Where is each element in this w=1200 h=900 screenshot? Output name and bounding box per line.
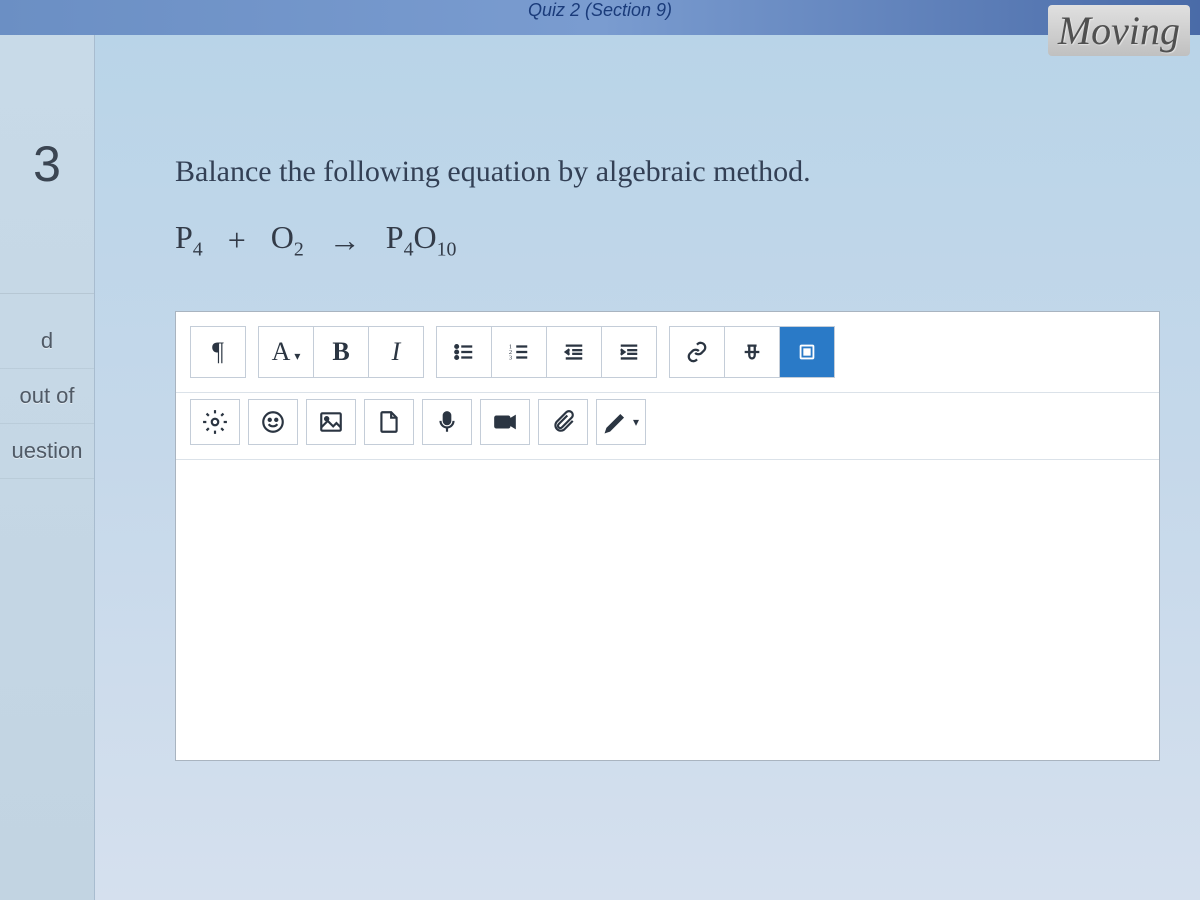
attachment-icon bbox=[550, 409, 576, 435]
video-button[interactable] bbox=[480, 399, 530, 445]
question-number: 3 bbox=[0, 135, 94, 193]
microphone-button[interactable] bbox=[422, 399, 472, 445]
camera-icon bbox=[492, 409, 518, 435]
flag-question-link[interactable]: uestion bbox=[0, 424, 94, 479]
unordered-list-button[interactable] bbox=[436, 326, 492, 378]
settings-button[interactable] bbox=[190, 399, 240, 445]
breadcrumb-bar: Quiz 2 (Section 9) bbox=[0, 0, 1200, 35]
font-letter-icon: A▾ bbox=[272, 337, 301, 367]
bold-button[interactable]: B bbox=[313, 326, 369, 378]
arrow-sign: → bbox=[329, 222, 361, 259]
equation-display: P4 + O2 → P4O10 bbox=[175, 219, 1160, 261]
image-icon bbox=[318, 409, 344, 435]
gear-icon bbox=[202, 409, 228, 435]
numbered-list-icon: 123 bbox=[508, 341, 530, 363]
file-icon bbox=[376, 409, 402, 435]
ordered-list-button[interactable]: 123 bbox=[491, 326, 547, 378]
bullet-list-icon bbox=[453, 341, 475, 363]
italic-icon: I bbox=[392, 337, 401, 367]
paragraph-button[interactable]: ¶ bbox=[190, 326, 246, 378]
outdent-button[interactable] bbox=[546, 326, 602, 378]
mashup-button[interactable] bbox=[779, 326, 835, 378]
plus-sign: + bbox=[228, 222, 246, 259]
indent-icon bbox=[618, 341, 640, 363]
italic-button[interactable]: I bbox=[368, 326, 424, 378]
editor-toolbar-row1: ¶ A▾ B I bbox=[176, 312, 1159, 393]
reactant-1: P4 bbox=[175, 219, 203, 261]
smile-icon bbox=[260, 409, 286, 435]
draw-button[interactable]: ▾ bbox=[596, 399, 646, 445]
out-of-label: out of bbox=[0, 369, 94, 424]
attach-button[interactable] bbox=[538, 399, 588, 445]
points-pill: d bbox=[0, 314, 94, 369]
strikethrough-icon bbox=[741, 341, 763, 363]
question-sidebar: 3 d out of uestion bbox=[0, 35, 95, 900]
file-button[interactable] bbox=[364, 399, 414, 445]
indent-button[interactable] bbox=[601, 326, 657, 378]
pencil-icon bbox=[603, 409, 629, 435]
breadcrumb: Quiz 2 (Section 9) bbox=[528, 0, 672, 21]
svg-text:3: 3 bbox=[509, 355, 512, 362]
link-icon bbox=[686, 341, 708, 363]
bold-icon: B bbox=[332, 337, 349, 367]
pilcrow-icon: ¶ bbox=[212, 337, 224, 367]
question-prompt: Balance the following equation by algebr… bbox=[175, 155, 1160, 189]
question-content: Balance the following equation by algebr… bbox=[95, 35, 1200, 900]
editor-canvas[interactable] bbox=[176, 460, 1159, 760]
plugin-icon bbox=[796, 341, 818, 363]
font-color-button[interactable]: A▾ bbox=[258, 326, 314, 378]
image-button[interactable] bbox=[306, 399, 356, 445]
microphone-icon bbox=[434, 409, 460, 435]
outdent-icon bbox=[563, 341, 585, 363]
rich-text-editor: ¶ A▾ B I bbox=[175, 311, 1160, 761]
clear-format-button[interactable] bbox=[724, 326, 780, 378]
reactant-2: O2 bbox=[271, 219, 304, 261]
editor-toolbar-row2: ▾ bbox=[176, 393, 1159, 460]
product: P4O10 bbox=[386, 219, 457, 261]
emoji-button[interactable] bbox=[248, 399, 298, 445]
link-button[interactable] bbox=[669, 326, 725, 378]
